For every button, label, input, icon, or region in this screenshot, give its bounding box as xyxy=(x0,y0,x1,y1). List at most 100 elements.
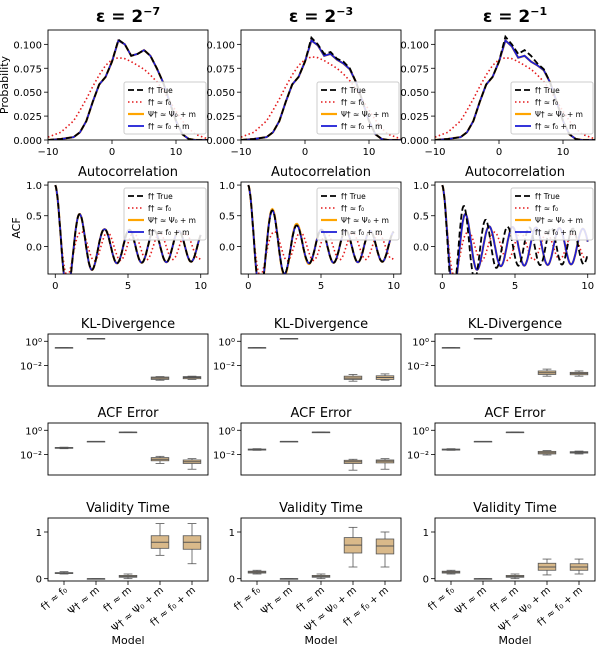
y-tick-label: 0.075 xyxy=(206,64,235,75)
y-tick-label: 1.0 xyxy=(219,181,235,192)
axes-frame xyxy=(47,181,209,275)
box-1 xyxy=(54,347,74,349)
box-4 xyxy=(537,558,557,576)
y-tick-label: 1 xyxy=(423,528,429,539)
x-tick-label: 10 xyxy=(170,147,183,158)
y-tick-label: 0.025 xyxy=(400,112,429,123)
x-tick-label: −10 xyxy=(424,147,445,158)
y-tick-label: 0.050 xyxy=(13,88,42,99)
acf-panel-2: Autocorrelation 0.0 0.5 1.0 0 5 10 f† True f† ≈ … xyxy=(219,165,402,292)
model-tick-label: Ψ† ≈ m xyxy=(453,585,489,617)
box-2 xyxy=(473,578,493,580)
box-4 xyxy=(150,523,170,556)
y-tick-label: 0.075 xyxy=(400,64,429,75)
axes-frame xyxy=(240,333,402,387)
legend-entry: f† True xyxy=(535,192,560,201)
box-1 xyxy=(441,347,461,349)
acf-panel-1: Autocorrelation 0.0 0.5 1.0 ACF 0 5 10 f† True f†… xyxy=(10,165,209,292)
box-3 xyxy=(505,573,525,580)
box-5 xyxy=(569,450,589,455)
legend-entry: f† ≈ f₀ xyxy=(535,98,558,107)
y-tick-label: 10⁰ xyxy=(25,426,42,437)
column-header-3: ε = 2−1 xyxy=(483,5,547,27)
x-axis-label: Model xyxy=(498,634,531,647)
box-2 xyxy=(86,440,106,443)
series-line-f0 xyxy=(247,184,395,274)
column-header-1: ε = 2−7 xyxy=(96,5,160,27)
legend-entry: f† ≈ f₀ + m xyxy=(148,228,189,237)
x-axis-label: Model xyxy=(304,634,337,647)
box-4 xyxy=(343,458,363,471)
series-line-true xyxy=(441,184,589,274)
y-tick-label: 10⁻² xyxy=(20,450,42,461)
box-1 xyxy=(441,569,461,575)
axes-frame xyxy=(434,422,596,476)
x-tick-label: 0 xyxy=(439,281,445,292)
box-3 xyxy=(505,431,525,434)
box-3 xyxy=(311,431,331,434)
box-5 xyxy=(375,531,395,568)
x-axis-label: Model xyxy=(111,634,144,647)
box-5 xyxy=(569,370,589,377)
box-4 xyxy=(537,368,557,377)
box-4 xyxy=(150,376,170,381)
box-2 xyxy=(279,578,299,580)
legend-entry: f† True xyxy=(341,192,366,201)
box-1 xyxy=(247,448,267,451)
kl-panel-3: KL-Divergence 10⁻² 10⁰ xyxy=(407,317,596,387)
legend-entry: f† ≈ f₀ xyxy=(341,204,364,213)
legend-entry: f† ≈ f₀ + m xyxy=(535,122,576,131)
box-2 xyxy=(473,440,493,443)
legend-box xyxy=(123,81,207,135)
x-tick-label: 5 xyxy=(125,281,131,292)
y-tick-label: 10⁻² xyxy=(213,450,235,461)
axes-frame xyxy=(47,517,209,582)
acf-title: Autocorrelation xyxy=(271,165,371,180)
box-2 xyxy=(86,578,106,580)
legend-entry: f† ≈ f₀ xyxy=(148,98,171,107)
y-tick-label: 0.050 xyxy=(206,88,235,99)
density-panel-3: 0.000 0.025 0.050 0.075 0.100 −10 0 10 f† True f†… xyxy=(400,29,596,158)
box-1 xyxy=(247,569,267,575)
legend-entry: Ψ† ≈ Ψ₀ + m xyxy=(341,110,389,119)
box-2 xyxy=(279,440,299,443)
y-tick-label: 1 xyxy=(229,528,235,539)
kl-title: KL-Divergence xyxy=(274,317,368,332)
x-tick-label: 0 xyxy=(52,281,58,292)
y-tick-label: 10⁰ xyxy=(25,337,42,348)
x-tick-label: −10 xyxy=(37,147,58,158)
legend-entry: Ψ† ≈ Ψ₀ + m xyxy=(535,110,583,119)
y-tick-label: 0.0 xyxy=(219,242,235,253)
legend-entry: f† ≈ f₀ + m xyxy=(341,122,382,131)
acf-title: Autocorrelation xyxy=(78,165,178,180)
box-2 xyxy=(86,337,106,340)
legend-box xyxy=(510,187,594,241)
box-4 xyxy=(150,455,170,464)
validity-title: Validity Time xyxy=(473,501,557,516)
legend-entry: Ψ† ≈ Ψ₀ + m xyxy=(535,216,583,225)
legend-entry: f† ≈ f₀ + m xyxy=(341,228,382,237)
legend-box xyxy=(123,187,207,241)
x-tick-label: 10 xyxy=(387,281,400,292)
y-tick-label: 10⁻² xyxy=(407,361,429,372)
x-tick-label: 10 xyxy=(581,281,594,292)
y-tick-label: 0.025 xyxy=(206,112,235,123)
y-tick-label: 0.100 xyxy=(206,40,235,51)
y-tick-label: 0.000 xyxy=(400,136,429,147)
acferr-panel-1: ACF Error 10⁻² 10⁰ xyxy=(20,406,209,476)
box-1 xyxy=(247,347,267,349)
x-tick-label: 5 xyxy=(512,281,518,292)
legend-entry: f† True xyxy=(148,86,173,95)
box-1 xyxy=(54,446,74,450)
y-tick-label: 0.025 xyxy=(13,112,42,123)
y-tick-label: 0 xyxy=(423,575,429,586)
box-4 xyxy=(537,450,557,456)
y-tick-label: 0.100 xyxy=(400,40,429,51)
y-axis-label: ACF xyxy=(10,217,23,238)
box-4 xyxy=(343,526,363,568)
y-axis-label: Probability xyxy=(0,55,11,114)
axes-frame xyxy=(47,333,209,387)
